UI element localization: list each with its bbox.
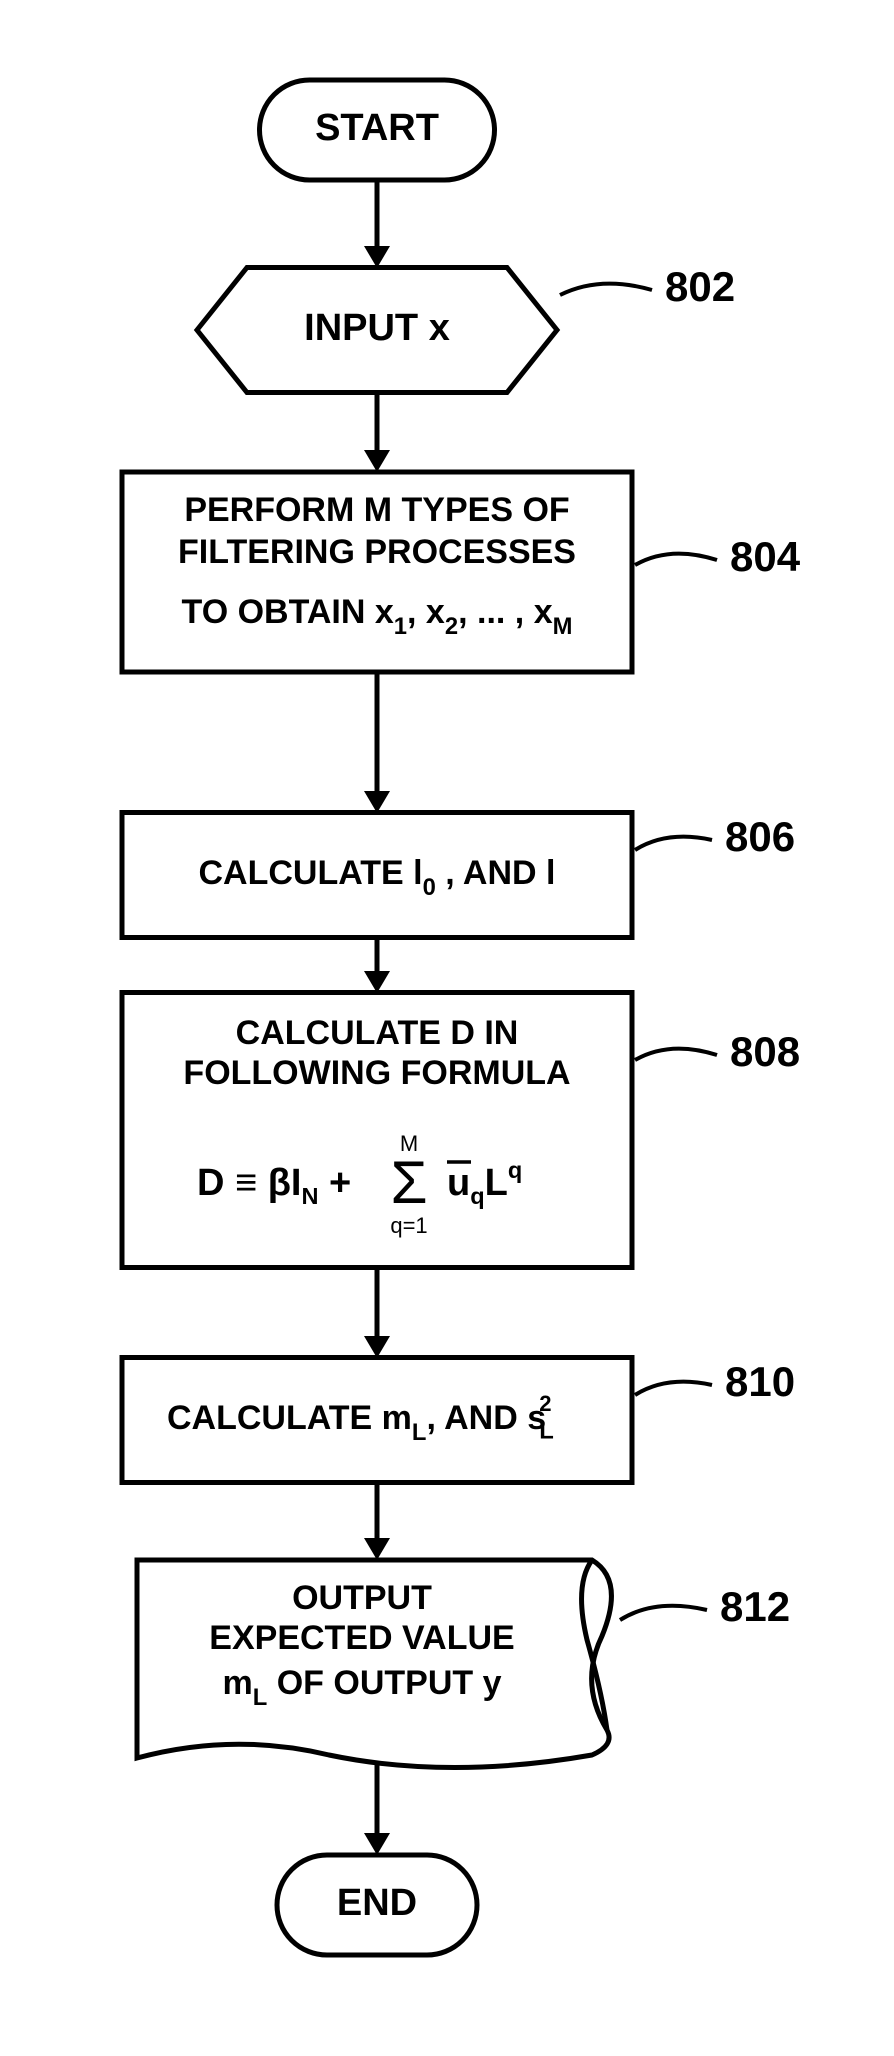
svg-text:INPUT x: INPUT x bbox=[304, 307, 450, 349]
flowchart-svg: START INPUT x PERFORM M TYPES OF FILTERING … bbox=[0, 0, 894, 2051]
svg-text:OUTPUT: OUTPUT bbox=[292, 1579, 432, 1617]
svg-text:q=1: q=1 bbox=[390, 1213, 427, 1238]
svg-text:802: 802 bbox=[665, 263, 735, 310]
svg-text:812: 812 bbox=[720, 1583, 790, 1630]
svg-text:2: 2 bbox=[539, 1391, 551, 1416]
svg-text:808: 808 bbox=[730, 1028, 800, 1075]
svg-text:804: 804 bbox=[730, 533, 801, 580]
svg-text:PERFORM M TYPES OF: PERFORM M TYPES OF bbox=[184, 491, 569, 529]
svg-text:EXPECTED VALUE: EXPECTED VALUE bbox=[209, 1619, 514, 1657]
svg-text:CALCULATE D IN: CALCULATE D IN bbox=[236, 1014, 519, 1052]
svg-text:806: 806 bbox=[725, 813, 795, 860]
svg-text:FILTERING PROCESSES: FILTERING PROCESSES bbox=[178, 533, 576, 571]
svg-text:810: 810 bbox=[725, 1358, 795, 1405]
svg-text:FOLLOWING FORMULA: FOLLOWING FORMULA bbox=[183, 1054, 570, 1092]
svg-text:END: END bbox=[337, 1882, 417, 1924]
flowchart-container: START INPUT x PERFORM M TYPES OF FILTERING … bbox=[0, 0, 894, 2051]
svg-text:START: START bbox=[315, 107, 439, 149]
svg-text:Σ: Σ bbox=[390, 1149, 427, 1216]
svg-text:L: L bbox=[539, 1417, 554, 1444]
svg-text:M: M bbox=[400, 1131, 418, 1156]
svg-text:D ≡ βIN +: D ≡ βIN + bbox=[197, 1162, 351, 1209]
